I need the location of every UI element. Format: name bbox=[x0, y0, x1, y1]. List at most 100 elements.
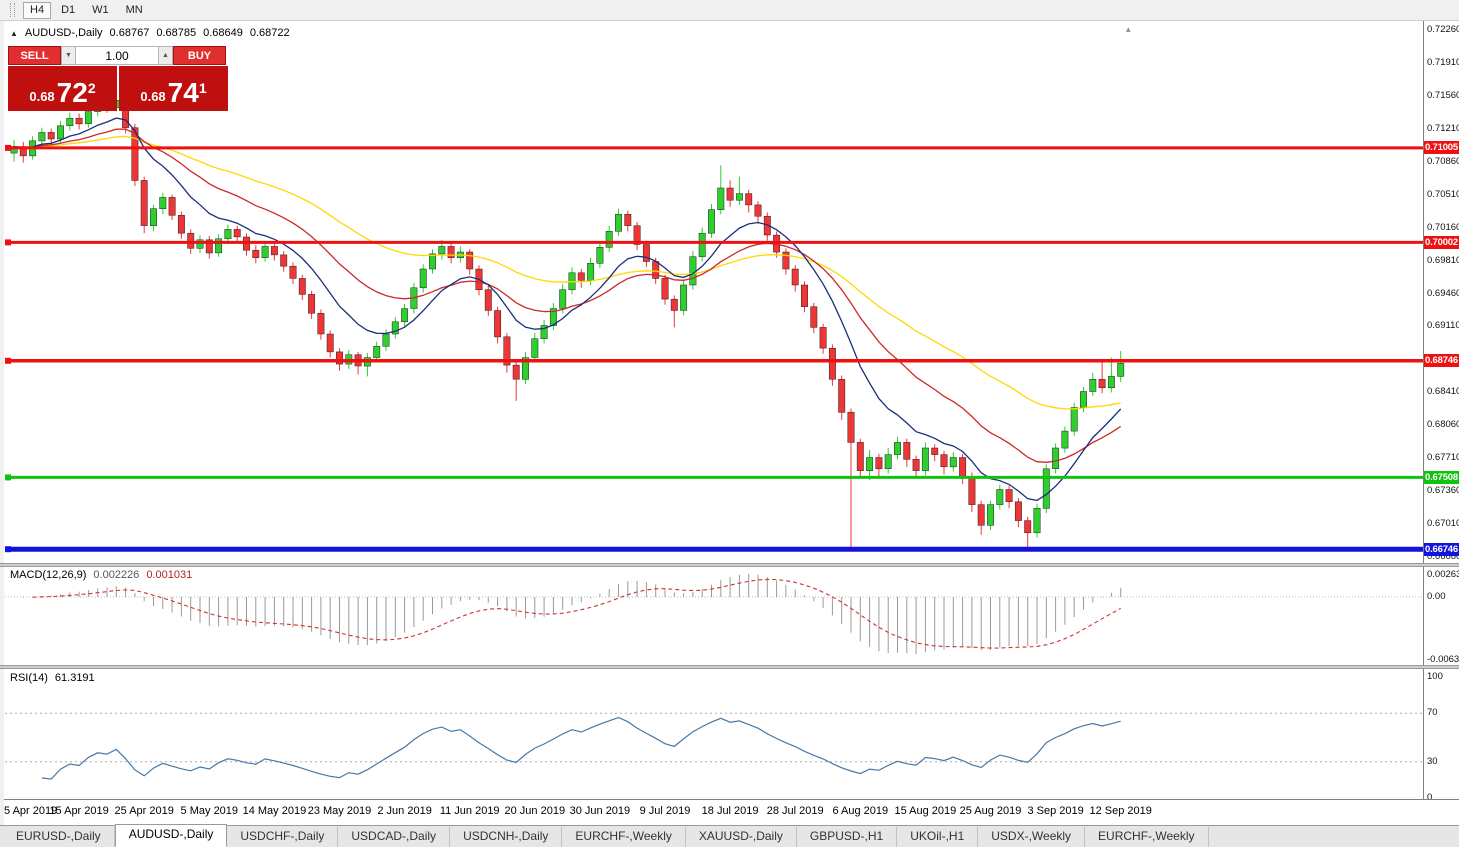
chart-tab-eurchf-weekly[interactable]: EURCHF-,Weekly bbox=[1085, 827, 1209, 847]
date-axis-label: 2 Jun 2019 bbox=[377, 805, 432, 817]
price-axis-label: 0.70160 bbox=[1427, 221, 1459, 233]
price-axis-label: 0.70860 bbox=[1427, 155, 1459, 167]
macd-axis-label: 0.00 bbox=[1427, 591, 1446, 602]
price-line-tag: 0.70002 bbox=[1424, 235, 1459, 249]
price-axis-label: 0.71560 bbox=[1427, 89, 1459, 101]
date-axis-label: 11 Jun 2019 bbox=[439, 805, 500, 817]
price-axis-label: 0.67710 bbox=[1427, 452, 1459, 464]
date-axis-label: 14 May 2019 bbox=[242, 805, 307, 817]
chart-symbol-label: AUDUSD-,Daily bbox=[24, 27, 103, 39]
buy-price-pips: 74 bbox=[167, 77, 199, 108]
chart-tab-ukoil-h1[interactable]: UKOil-,H1 bbox=[897, 827, 979, 847]
price-axis-label: 0.71210 bbox=[1427, 122, 1459, 134]
timeframe-button-mn[interactable]: MN bbox=[119, 2, 150, 19]
price-line-tag: 0.71005 bbox=[1424, 141, 1459, 155]
date-axis-label: 5 May 2019 bbox=[180, 805, 239, 817]
price-axis-border bbox=[1423, 21, 1424, 799]
chart-tab-bar: EURUSD-,Daily AUDUSD-,Daily USDCHF-,Daily U… bbox=[0, 824, 1459, 847]
pane-divider[interactable] bbox=[0, 563, 1459, 567]
timeframe-toolbar: H4 D1 W1 MN bbox=[0, 0, 1459, 21]
volume-up-button[interactable]: ▲ bbox=[158, 46, 173, 65]
date-axis-label: 3 Sep 2019 bbox=[1027, 805, 1084, 817]
chart-tab-eurusd-daily[interactable]: EURUSD-,Daily bbox=[3, 827, 115, 847]
price-axis-label: 0.69110 bbox=[1427, 320, 1459, 332]
price-axis-label: 0.67360 bbox=[1427, 485, 1459, 497]
chart-background bbox=[4, 21, 1459, 825]
date-axis-label: 9 Jul 2019 bbox=[639, 805, 691, 817]
price-axis-label: 0.68410 bbox=[1427, 386, 1459, 398]
chart-corner-collapse-icon[interactable]: ▴ bbox=[1126, 24, 1131, 34]
price-axis-label: 0.70510 bbox=[1427, 188, 1459, 200]
candlestick-chart[interactable] bbox=[5, 24, 1423, 563]
chart-tab-gbpusd-h1[interactable]: GBPUSD-,H1 bbox=[797, 827, 898, 847]
date-axis-label: 25 Aug 2019 bbox=[959, 805, 1022, 817]
macd-axis-label: -0.00632 bbox=[1427, 654, 1459, 665]
date-axis-label: 23 May 2019 bbox=[307, 805, 372, 817]
price-axis-label: 0.68060 bbox=[1427, 419, 1459, 431]
rsi-axis-label: 0 bbox=[1427, 792, 1433, 803]
chart-close-value: 0.68722 bbox=[249, 27, 290, 39]
timeframe-button-h4[interactable]: H4 bbox=[23, 1, 52, 19]
macd-main-value: 0.002226 bbox=[93, 569, 140, 581]
date-axis-label: 5 Apr 2019 bbox=[4, 805, 58, 817]
rsi-indicator-label: RSI(14) 61.3191 bbox=[10, 672, 95, 684]
volume-down-button[interactable]: ▼ bbox=[61, 46, 76, 65]
rsi-name: RSI(14) bbox=[10, 672, 48, 684]
volume-input[interactable] bbox=[76, 46, 158, 65]
buy-price-point: 1 bbox=[198, 80, 207, 96]
date-axis-label: 20 Jun 2019 bbox=[504, 805, 566, 817]
chart-tab-eurchf-weekly[interactable]: EURCHF-,Weekly bbox=[562, 827, 686, 847]
chart-tab-usdcad-daily[interactable]: USDCAD-,Daily bbox=[338, 827, 451, 847]
timeframe-button-w1[interactable]: W1 bbox=[85, 2, 116, 19]
chart-tab-audusd-daily[interactable]: AUDUSD-,Daily bbox=[114, 824, 228, 847]
macd-name: MACD(12,26,9) bbox=[10, 569, 87, 581]
collapse-chart-icon[interactable]: ▲ bbox=[10, 28, 18, 38]
timeframe-button-d1[interactable]: D1 bbox=[54, 2, 82, 19]
chart-tab-usdcnh-daily[interactable]: USDCNH-,Daily bbox=[450, 827, 563, 847]
price-line-tag: 0.68746 bbox=[1424, 354, 1459, 368]
macd-indicator-chart[interactable] bbox=[5, 567, 1423, 665]
time-axis-border bbox=[4, 799, 1459, 800]
sell-button[interactable]: SELL bbox=[8, 46, 61, 65]
chart-tab-xauusd-daily[interactable]: XAUUSD-,Daily bbox=[686, 827, 797, 847]
pane-divider[interactable] bbox=[0, 665, 1459, 669]
price-axis-label: 0.71910 bbox=[1427, 56, 1459, 68]
buy-button[interactable]: BUY bbox=[173, 46, 226, 65]
sell-price-point: 2 bbox=[87, 80, 96, 96]
rsi-axis-label: 70 bbox=[1427, 707, 1438, 719]
toolbar-grip-icon bbox=[10, 3, 15, 17]
chart-title: ▲ AUDUSD-,Daily 0.68767 0.68785 0.68649 … bbox=[10, 27, 290, 39]
date-axis-label: 15 Apr 2019 bbox=[49, 805, 109, 817]
rsi-axis-label: 100 bbox=[1427, 671, 1443, 682]
buy-price-display[interactable]: 0.68 74 1 bbox=[119, 66, 228, 111]
date-axis-label: 6 Aug 2019 bbox=[832, 805, 889, 817]
rsi-indicator-chart[interactable] bbox=[5, 669, 1423, 799]
chart-low-value: 0.68649 bbox=[203, 27, 243, 39]
price-axis-label: 0.67010 bbox=[1427, 518, 1459, 530]
buy-price-prefix: 0.68 bbox=[140, 89, 166, 104]
chart-high-value: 0.68785 bbox=[156, 27, 197, 39]
price-line-tag: 0.67508 bbox=[1424, 470, 1459, 484]
sell-price-pips: 72 bbox=[56, 77, 88, 108]
price-axis-label: 0.69810 bbox=[1427, 254, 1459, 266]
date-axis-label: 12 Sep 2019 bbox=[1089, 805, 1152, 817]
macd-indicator-label: MACD(12,26,9) 0.002226 0.001031 bbox=[10, 569, 192, 581]
sell-price-prefix: 0.68 bbox=[29, 89, 55, 104]
date-axis-label: 28 Jul 2019 bbox=[766, 805, 824, 817]
sell-price-display[interactable]: 0.68 72 2 bbox=[8, 66, 117, 111]
date-axis-label: 25 Apr 2019 bbox=[114, 805, 174, 817]
rsi-axis-label: 30 bbox=[1427, 755, 1438, 767]
date-axis-label: 18 Jul 2019 bbox=[701, 805, 759, 817]
price-axis-label: 0.69460 bbox=[1427, 287, 1459, 299]
chart-tab-usdx-weekly[interactable]: USDX-,Weekly bbox=[978, 827, 1086, 847]
chart-open-value: 0.68767 bbox=[109, 27, 150, 39]
rsi-value: 61.3191 bbox=[54, 672, 95, 684]
price-line-tag: 0.66746 bbox=[1424, 542, 1459, 556]
macd-axis-label: 0.00263 bbox=[1427, 569, 1459, 580]
price-axis-label: 0.66660 bbox=[1427, 551, 1459, 563]
price-axis-label: 0.72260 bbox=[1427, 23, 1459, 35]
date-axis-label: 15 Aug 2019 bbox=[894, 805, 957, 817]
chart-tab-usdchf-daily[interactable]: USDCHF-,Daily bbox=[227, 827, 339, 847]
